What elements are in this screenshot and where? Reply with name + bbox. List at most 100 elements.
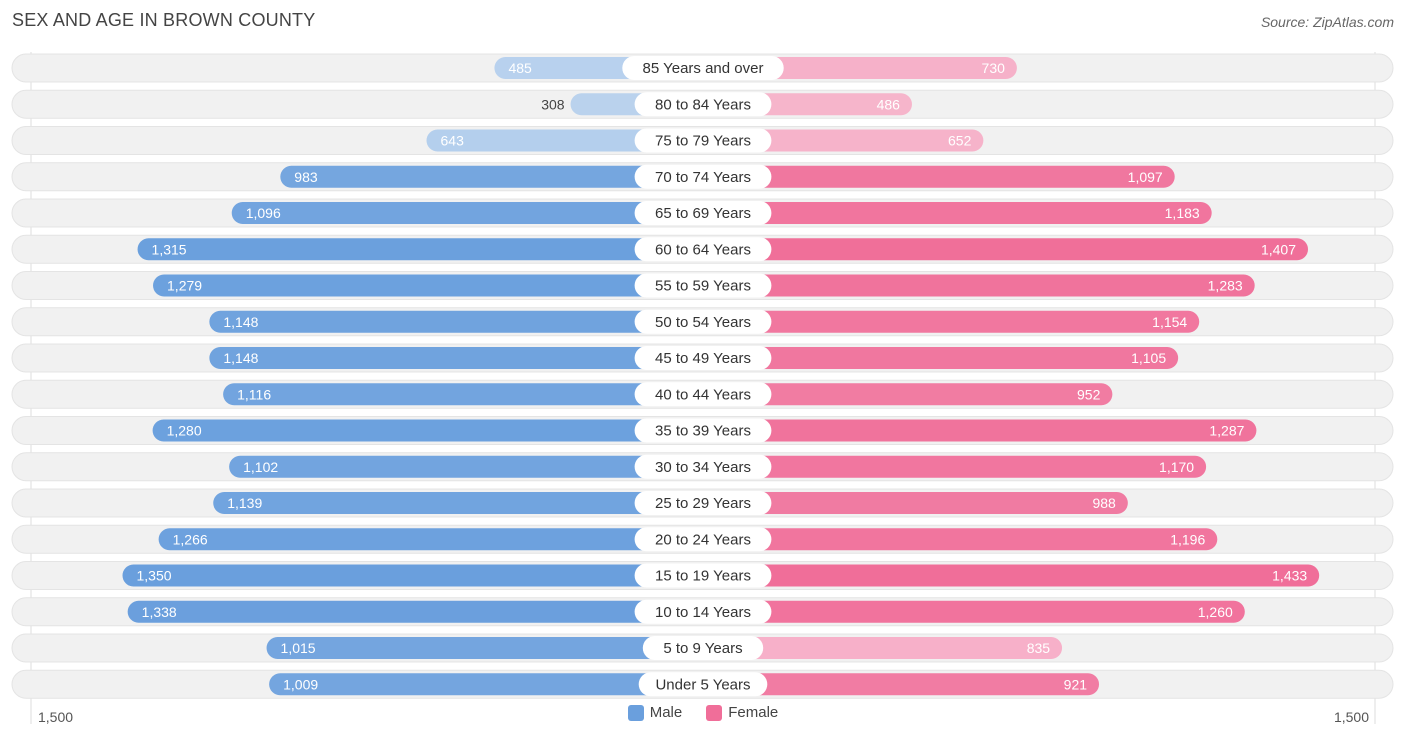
male-value-label: 1,015: [281, 640, 316, 656]
age-label-pill: [634, 491, 772, 515]
age-group-label: 85 Years and over: [643, 60, 764, 77]
male-swatch: [627, 704, 644, 721]
legend-male-label: Male: [649, 704, 683, 721]
male-value-label: 308: [541, 96, 565, 112]
age-group-label: 35 to 39 Years: [655, 423, 751, 440]
male-bar: [231, 202, 703, 224]
male-value-label: 643: [441, 133, 465, 149]
male-value-label: 485: [508, 60, 532, 76]
age-group-label: 25 to 29 Years: [655, 495, 751, 512]
female-bar: [703, 347, 1179, 369]
female-bar: [703, 383, 1113, 406]
age-group-label: 75 to 79 Years: [655, 133, 751, 150]
male-value-label: 1,148: [223, 314, 258, 330]
female-value-label: 988: [1092, 495, 1116, 511]
male-bar: [280, 165, 703, 188]
female-value-label: 1,170: [1159, 459, 1194, 475]
source-note: Source: ZipAtlas.com: [1260, 14, 1394, 30]
male-value-label: 1,009: [283, 676, 318, 692]
male-value-label: 1,350: [137, 568, 172, 584]
age-label-pill: [622, 56, 784, 80]
female-value-label: 1,196: [1170, 531, 1205, 547]
female-bar: [703, 492, 1128, 514]
legend: Male Female: [0, 704, 1406, 721]
female-value-label: 1,407: [1261, 241, 1296, 257]
legend-female-label: Female: [728, 704, 779, 721]
female-bar: [703, 637, 1063, 659]
female-bar: [703, 564, 1320, 587]
female-bar: [703, 600, 1245, 623]
female-value-label: 1,105: [1131, 350, 1166, 366]
male-value-label: 1,279: [167, 278, 202, 294]
male-value-label: 1,096: [246, 205, 281, 221]
age-label-pill: [634, 418, 772, 443]
axis-left-tick: 1,500: [38, 709, 73, 725]
male-value-label: 1,148: [223, 350, 258, 366]
female-bar: [703, 310, 1200, 333]
male-value-label: 983: [294, 169, 318, 185]
age-group-label: 20 to 24 Years: [655, 531, 751, 548]
female-value-label: 1,183: [1165, 205, 1200, 221]
female-bar: [703, 238, 1309, 261]
male-value-label: 1,315: [152, 241, 187, 257]
male-value-label: 1,102: [243, 459, 278, 475]
female-bar: [703, 274, 1255, 297]
female-value-label: 486: [877, 96, 901, 112]
age-group-label: Under 5 Years: [655, 676, 750, 693]
male-bar: [122, 564, 703, 587]
female-value-label: 1,433: [1272, 568, 1307, 584]
age-group-label: 55 to 59 Years: [655, 278, 751, 295]
female-value-label: 952: [1077, 386, 1101, 402]
age-label-pill: [634, 454, 772, 479]
male-value-label: 1,139: [227, 495, 262, 511]
age-label-pill: [634, 201, 772, 225]
male-value-label: 1,266: [173, 531, 208, 547]
age-group-label: 70 to 74 Years: [655, 169, 751, 186]
female-value-label: 1,097: [1128, 169, 1163, 185]
female-bar: [703, 202, 1212, 224]
female-value-label: 730: [982, 60, 1006, 76]
age-group-label: 15 to 19 Years: [655, 568, 751, 585]
female-swatch: [706, 704, 723, 721]
age-group-label: 65 to 69 Years: [655, 205, 751, 222]
age-label-pill: [634, 164, 772, 189]
age-group-label: 50 to 54 Years: [655, 314, 751, 331]
female-bar: [703, 528, 1218, 551]
female-bar: [703, 419, 1257, 442]
female-value-label: 1,287: [1209, 423, 1244, 439]
male-value-label: 1,338: [142, 604, 177, 620]
male-bar: [137, 238, 704, 261]
age-label-pill: [634, 563, 772, 588]
female-value-label: 835: [1027, 640, 1051, 656]
age-group-label: 5 to 9 Years: [663, 640, 742, 657]
age-label-pill: [634, 309, 772, 334]
male-bar: [229, 455, 703, 478]
age-group-label: 30 to 34 Years: [655, 459, 751, 476]
female-value-label: 1,154: [1152, 314, 1187, 330]
female-value-label: 921: [1064, 676, 1088, 692]
male-bar: [127, 600, 703, 623]
age-label-pill: [634, 273, 772, 298]
male-bar: [213, 492, 704, 514]
age-label-pill: [634, 237, 772, 262]
age-label-pill: [634, 527, 772, 552]
male-bar: [426, 129, 703, 152]
age-group-label: 80 to 84 Years: [655, 96, 751, 113]
age-group-label: 45 to 49 Years: [655, 350, 751, 367]
legend-female: Female: [706, 704, 778, 721]
female-value-label: 1,260: [1198, 604, 1233, 620]
age-group-label: 10 to 14 Years: [655, 604, 751, 621]
male-bar: [152, 419, 704, 442]
female-value-label: 652: [948, 133, 972, 149]
male-bar: [158, 528, 703, 551]
age-label-pill: [634, 382, 772, 407]
age-label-pill: [634, 92, 772, 117]
age-group-label: 40 to 44 Years: [655, 386, 751, 403]
male-bar: [223, 383, 703, 406]
female-bar: [703, 129, 984, 152]
chart-title: SEX AND AGE IN BROWN COUNTY: [12, 10, 316, 30]
age-label-pill: [642, 636, 764, 660]
female-bar: [703, 165, 1175, 188]
male-bar: [266, 637, 703, 659]
